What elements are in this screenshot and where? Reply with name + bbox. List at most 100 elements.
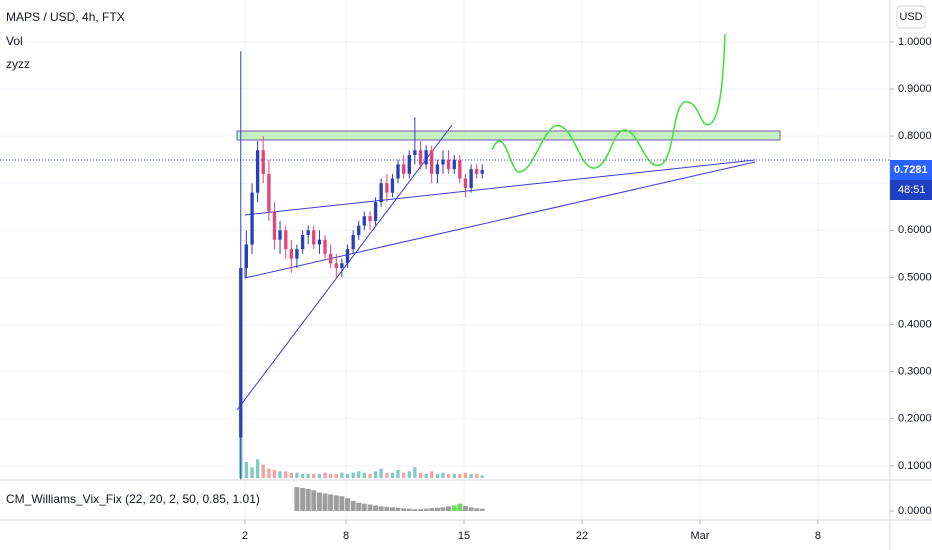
vix-bar — [406, 508, 412, 511]
volume-bar — [284, 471, 288, 478]
candle-body — [469, 169, 473, 188]
candle-body — [402, 164, 406, 174]
volume-bar — [441, 472, 445, 478]
vix-bar — [474, 508, 480, 511]
volume-bar — [328, 474, 333, 478]
volume-bar — [446, 474, 451, 478]
volume-bar — [396, 470, 400, 478]
candle-body — [424, 150, 428, 165]
currency-button[interactable] — [896, 5, 926, 29]
candle-body — [446, 159, 451, 170]
x-tick-label: 2 — [242, 530, 248, 542]
vix-bar — [429, 508, 435, 511]
candle-body — [430, 150, 434, 174]
vix-bar — [389, 507, 395, 511]
candle-body — [317, 239, 322, 245]
y-tick-label: 0.4000 — [898, 318, 932, 330]
volume-bar — [385, 472, 389, 478]
vix-bar — [333, 495, 339, 511]
candle-body — [390, 178, 395, 193]
vix-bar — [462, 505, 468, 511]
vix-bar — [350, 500, 356, 511]
volume-bar — [357, 471, 361, 478]
vix-bar — [418, 509, 424, 511]
volume-bar — [463, 472, 468, 478]
volume-bar — [295, 472, 299, 478]
volume-bar — [430, 471, 434, 478]
volume-bar — [317, 474, 322, 478]
volume-bar — [261, 464, 265, 478]
candle-body — [373, 202, 378, 221]
trend-line — [236, 124, 453, 411]
vix-bar — [317, 492, 322, 511]
vix-bar — [373, 505, 379, 511]
y-tick-label: 0.5000 — [898, 271, 932, 283]
candle-body — [312, 230, 316, 245]
vix-bar — [356, 502, 362, 511]
vix-bar — [367, 504, 373, 511]
vix-bar — [479, 508, 485, 511]
y-tick-label: 0.1000 — [898, 460, 932, 472]
y-tick-label: 0.3000 — [898, 366, 932, 378]
volume-bar — [278, 471, 282, 478]
y-tick-label: 0.9000 — [898, 83, 932, 95]
candle-body — [368, 216, 372, 221]
volume-bar — [306, 474, 310, 478]
candle-body — [345, 249, 350, 264]
candle-body — [351, 235, 355, 250]
volume-bar — [390, 472, 395, 478]
last-price-label: 0.7281 — [894, 164, 928, 176]
x-tick-label: 8 — [343, 530, 349, 542]
vix-bar — [344, 498, 350, 511]
vix-bar — [434, 507, 440, 511]
x-tick-label: Mar — [690, 530, 709, 542]
volume-bar — [458, 474, 462, 478]
vix-bar — [446, 506, 452, 511]
indicator-label: zyzz — [6, 57, 30, 71]
volume-bar — [402, 472, 406, 478]
x-tick-label: 22 — [576, 530, 588, 542]
candle-body — [452, 159, 456, 170]
volume-bar — [480, 475, 484, 478]
countdown-label: 48:51 — [898, 184, 926, 196]
x-tick-label: 8 — [815, 530, 821, 542]
volume-bar — [272, 470, 277, 478]
candle-body — [239, 268, 243, 438]
candle-body — [379, 183, 383, 203]
vix-bar — [361, 503, 367, 511]
vix-bar — [339, 496, 345, 511]
candle-body — [396, 164, 400, 179]
candle-body — [267, 173, 271, 212]
volume-bar — [413, 467, 417, 478]
currency-label[interactable]: USD — [899, 11, 922, 23]
volume-bar — [368, 474, 372, 478]
candle-body — [300, 235, 305, 250]
candle-body — [413, 150, 417, 155]
y-tick-label: 0.0000 — [898, 505, 932, 517]
y-tick-label: 0.2000 — [898, 413, 932, 425]
vix-bar — [311, 490, 317, 511]
vix-bar — [384, 506, 390, 511]
last-price-tag — [890, 160, 932, 181]
candle-body — [334, 263, 338, 269]
countdown-tag — [890, 180, 932, 201]
volume-bar — [244, 462, 249, 478]
vix-bar — [300, 487, 306, 511]
volume-bar — [475, 474, 479, 478]
vix-bar — [305, 488, 311, 511]
volume-bar — [452, 474, 456, 478]
volume-bar — [250, 467, 254, 478]
indicator-label: CM_Williams_Vix_Fix (22, 20, 2, 50, 0.85… — [6, 492, 260, 506]
y-tick-label: 1.0000 — [898, 36, 932, 48]
candle-body — [272, 211, 277, 240]
trend-line — [244, 159, 756, 216]
volume-bar — [435, 474, 440, 478]
y-tick-label: 0.8000 — [898, 130, 932, 142]
vix-bar — [395, 507, 401, 511]
candle-body — [357, 225, 361, 236]
x-tick-label: 15 — [458, 530, 470, 542]
vix-bar — [457, 503, 463, 511]
vix-bar — [451, 505, 457, 511]
